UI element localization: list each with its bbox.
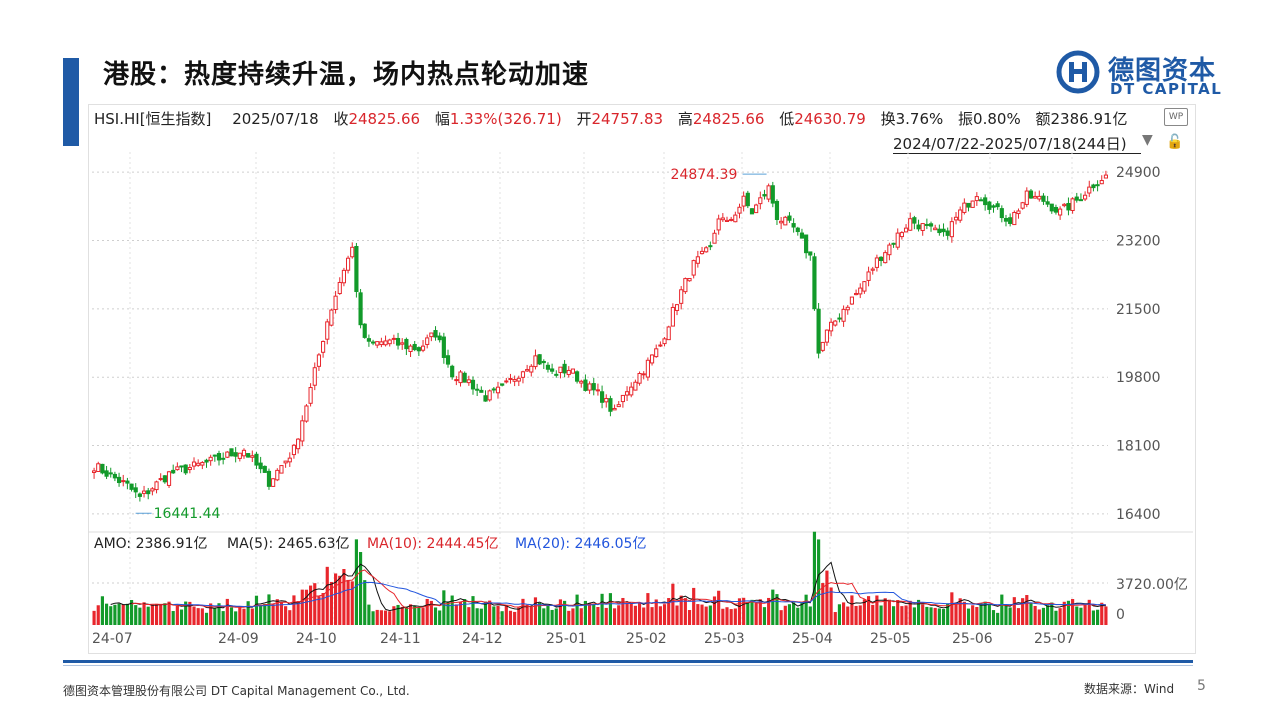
close-value: 24825.66 [348, 110, 421, 128]
index-code: HSI.HI[恒生指数] [94, 110, 212, 128]
footer-rule [63, 660, 1193, 663]
footer-source: 数据来源：Wind [1084, 682, 1175, 696]
lock-icon[interactable]: 🔓 [1166, 134, 1184, 150]
logo-mark-icon [1056, 50, 1100, 94]
dropdown-arrow-icon[interactable]: ▼ [1142, 132, 1153, 148]
low-value: 24630.79 [794, 110, 866, 128]
date-range-selector[interactable]: 2024/07/22-2025/07/18(244日) [893, 135, 1127, 153]
logo-cn-text: 德图资本 [1108, 56, 1217, 86]
high-label: 高 [677, 110, 693, 128]
change-label: 幅 [434, 110, 450, 128]
logo-en-text: DT CAPITAL [1110, 80, 1223, 98]
page-number: 5 [1197, 678, 1206, 694]
chart-panel [88, 104, 1196, 654]
turnover-label: 换 [880, 110, 896, 128]
page-title: 港股：热度持续升温，场内热点轮动加速 [103, 60, 590, 90]
amplitude-value: 0.80% [973, 110, 1021, 128]
date-range-underline [893, 153, 1141, 154]
change-value: 1.33%(326.71) [449, 110, 562, 128]
close-label: 收 [333, 110, 349, 128]
accent-bar [63, 58, 79, 146]
wp-icon[interactable]: WP [1164, 108, 1188, 126]
amount-label: 额 [1035, 110, 1051, 128]
open-label: 开 [576, 110, 592, 128]
quote-info-bar: HSI.HI[恒生指数] 2025/07/18 收24825.66 幅1.33%… [94, 108, 1138, 129]
company-logo: 德图资本 DT CAPITAL [1056, 48, 1226, 100]
footer-company: 德图资本管理股份有限公司 DT Capital Management Co., … [63, 684, 410, 698]
amplitude-label: 振 [958, 110, 974, 128]
low-label: 低 [779, 110, 795, 128]
high-value: 24825.66 [692, 110, 765, 128]
open-value: 24757.83 [591, 110, 664, 128]
amount-value: 2386.91亿 [1050, 110, 1128, 128]
turnover-value: 3.76% [895, 110, 944, 128]
quote-date: 2025/07/18 [232, 110, 319, 128]
footer-rule-thin [63, 665, 1193, 666]
